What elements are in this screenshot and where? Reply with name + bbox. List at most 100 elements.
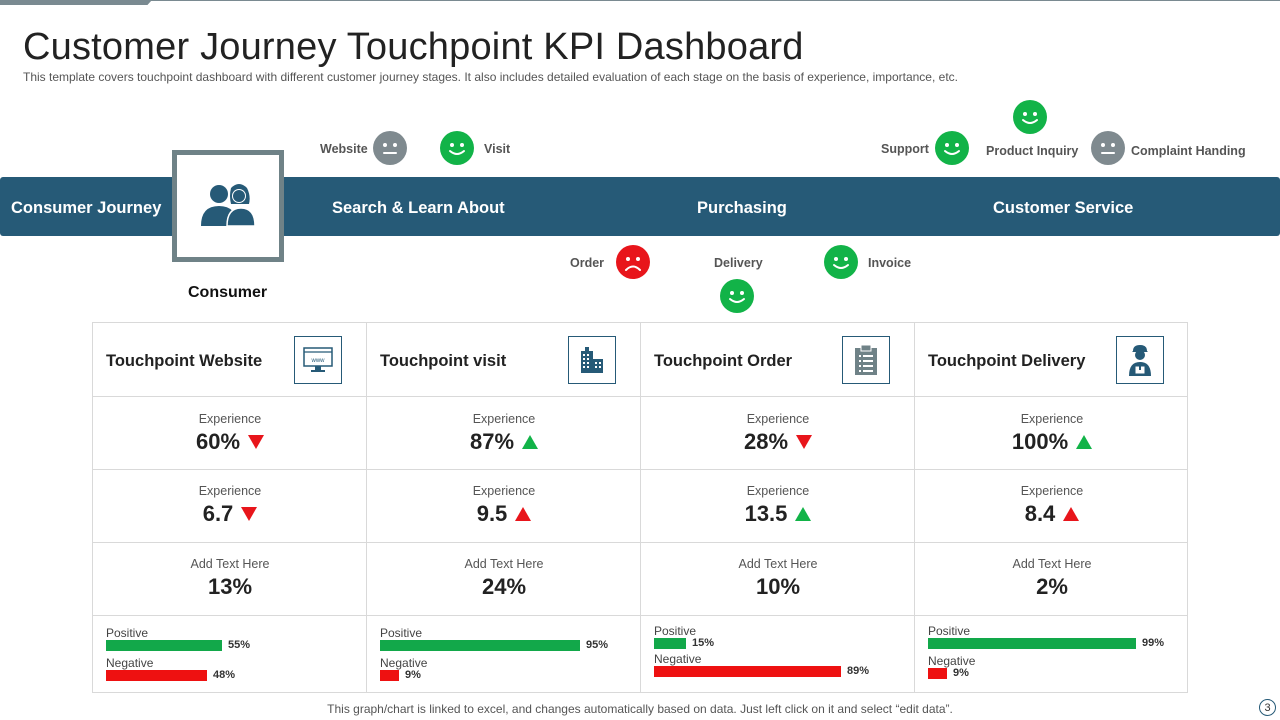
metric-label: Experience bbox=[1020, 412, 1084, 426]
trend-arrow-icon bbox=[241, 507, 258, 521]
touchpoint-order-label: Order bbox=[570, 256, 605, 270]
metric-label: Experience bbox=[472, 412, 536, 426]
card-title: Touchpoint visit bbox=[380, 352, 507, 370]
metric-label: Add Text Here bbox=[738, 557, 818, 571]
negative-value: 89% bbox=[847, 665, 870, 677]
happy-face-icon bbox=[935, 131, 969, 165]
positive-value: 15% bbox=[692, 637, 715, 649]
metric-value: 100% bbox=[1011, 429, 1069, 454]
kpi-card-order: Touchpoint Order Experience 28% Experien… bbox=[641, 323, 915, 692]
touchpoint-product-inquiry-label: Product Inquiry bbox=[986, 144, 1079, 158]
trend-arrow-icon bbox=[248, 435, 265, 449]
page-subtitle: This template covers touchpoint dashboar… bbox=[23, 70, 958, 84]
trend-arrow-icon bbox=[515, 507, 532, 521]
consumer-box bbox=[172, 150, 284, 262]
metric-label: Add Text Here bbox=[1012, 557, 1092, 571]
sentiment-bars: Positive 55% Negative 48% bbox=[106, 626, 361, 681]
trend-arrow-icon bbox=[522, 435, 539, 449]
kpi-card-website: Touchpoint Website www Experience 60% Ex… bbox=[93, 323, 367, 692]
negative-label: Negative bbox=[654, 652, 702, 666]
metric-label: Experience bbox=[472, 484, 536, 498]
positive-value: 55% bbox=[228, 639, 251, 651]
metric-label: Experience bbox=[746, 412, 810, 426]
metric-value: 2% bbox=[1036, 574, 1068, 599]
metric-label: Add Text Here bbox=[190, 557, 270, 571]
stage-customer-service: Customer Service bbox=[993, 199, 1134, 217]
positive-bar bbox=[380, 640, 580, 651]
touchpoint-invoice-label: Invoice bbox=[868, 256, 912, 270]
metric-value: 60% bbox=[195, 429, 241, 454]
building-icon bbox=[568, 336, 616, 384]
positive-bar bbox=[928, 638, 1136, 649]
metric-value: 13.5 bbox=[744, 501, 788, 526]
users-icon bbox=[201, 184, 256, 227]
trend-arrow-icon bbox=[795, 507, 812, 521]
page-number: 3 bbox=[1259, 699, 1276, 716]
stage-search-learn: Search & Learn About bbox=[332, 199, 505, 217]
positive-label: Positive bbox=[106, 626, 149, 640]
negative-bar bbox=[928, 668, 947, 679]
metric-value: 28% bbox=[743, 429, 789, 454]
sentiment-bars: Positive 15% Negative 89% bbox=[654, 624, 909, 677]
metric-value: 24% bbox=[481, 574, 527, 599]
metric-label: Experience bbox=[1020, 484, 1084, 498]
grid-divider bbox=[640, 323, 641, 692]
positive-value: 95% bbox=[586, 639, 609, 651]
metric-label: Experience bbox=[198, 412, 262, 426]
trend-arrow-icon bbox=[1076, 435, 1093, 449]
consumer-journey-label: Consumer Journey bbox=[11, 199, 162, 217]
negative-value: 9% bbox=[953, 667, 969, 679]
metric-value: 13% bbox=[207, 574, 253, 599]
negative-value: 48% bbox=[213, 669, 236, 681]
positive-bar bbox=[654, 638, 686, 649]
touchpoint-visit-label: Visit bbox=[484, 142, 511, 156]
card-title: Touchpoint Website bbox=[106, 352, 263, 370]
positive-bar bbox=[106, 640, 222, 651]
touchpoint-support-label: Support bbox=[881, 142, 929, 156]
happy-face-icon bbox=[824, 245, 858, 279]
clipboard-icon bbox=[842, 336, 890, 384]
metric-label: Add Text Here bbox=[464, 557, 544, 571]
positive-value: 99% bbox=[1142, 637, 1165, 649]
kpi-card-delivery: Touchpoint Delivery Experience 100% Expe… bbox=[915, 323, 1189, 692]
touchpoint-website-label: Website bbox=[320, 142, 368, 156]
negative-value: 9% bbox=[405, 669, 421, 681]
negative-label: Negative bbox=[380, 656, 428, 670]
metric-value: 6.7 bbox=[202, 501, 234, 526]
card-title: Touchpoint Delivery bbox=[928, 352, 1086, 370]
metric-value: 87% bbox=[469, 429, 515, 454]
footer-note: This graph/chart is linked to excel, and… bbox=[327, 702, 953, 716]
sentiment-bars: Positive 95% Negative 9% bbox=[380, 626, 635, 681]
sad-face-icon bbox=[616, 245, 650, 279]
negative-label: Negative bbox=[106, 656, 154, 670]
positive-label: Positive bbox=[654, 624, 697, 638]
negative-bar bbox=[380, 670, 399, 681]
happy-face-icon bbox=[720, 279, 754, 313]
grid-divider bbox=[914, 323, 915, 692]
negative-label: Negative bbox=[928, 654, 976, 668]
top-accent-line bbox=[0, 0, 1280, 1]
metric-label: Experience bbox=[198, 484, 262, 498]
page-title: Customer Journey Touchpoint KPI Dashboar… bbox=[23, 26, 804, 68]
happy-face-icon bbox=[1013, 100, 1047, 134]
kpi-card-visit: Touchpoint visit Experience 87% Experien… bbox=[367, 323, 641, 692]
trend-arrow-icon bbox=[1063, 507, 1080, 521]
sentiment-bars: Positive 99% Negative 9% bbox=[928, 624, 1183, 679]
top-accent-tab bbox=[0, 0, 152, 5]
metric-value: 8.4 bbox=[1024, 501, 1056, 526]
happy-face-icon bbox=[440, 131, 474, 165]
negative-bar bbox=[654, 666, 841, 677]
metric-value: 10% bbox=[755, 574, 801, 599]
grid-divider bbox=[366, 323, 367, 692]
neutral-face-icon bbox=[1091, 131, 1125, 165]
kpi-grid: Touchpoint Website www Experience 60% Ex… bbox=[92, 322, 1188, 693]
positive-label: Positive bbox=[928, 624, 971, 638]
touchpoint-delivery-label: Delivery bbox=[714, 256, 763, 270]
touchpoint-complaint-label: Complaint Handing bbox=[1131, 144, 1246, 158]
metric-value: 9.5 bbox=[476, 501, 508, 526]
delivery-person-icon bbox=[1116, 336, 1164, 384]
neutral-face-icon bbox=[373, 131, 407, 165]
card-title: Touchpoint Order bbox=[654, 352, 793, 370]
trend-arrow-icon bbox=[796, 435, 813, 449]
browser-icon: www bbox=[294, 336, 342, 384]
